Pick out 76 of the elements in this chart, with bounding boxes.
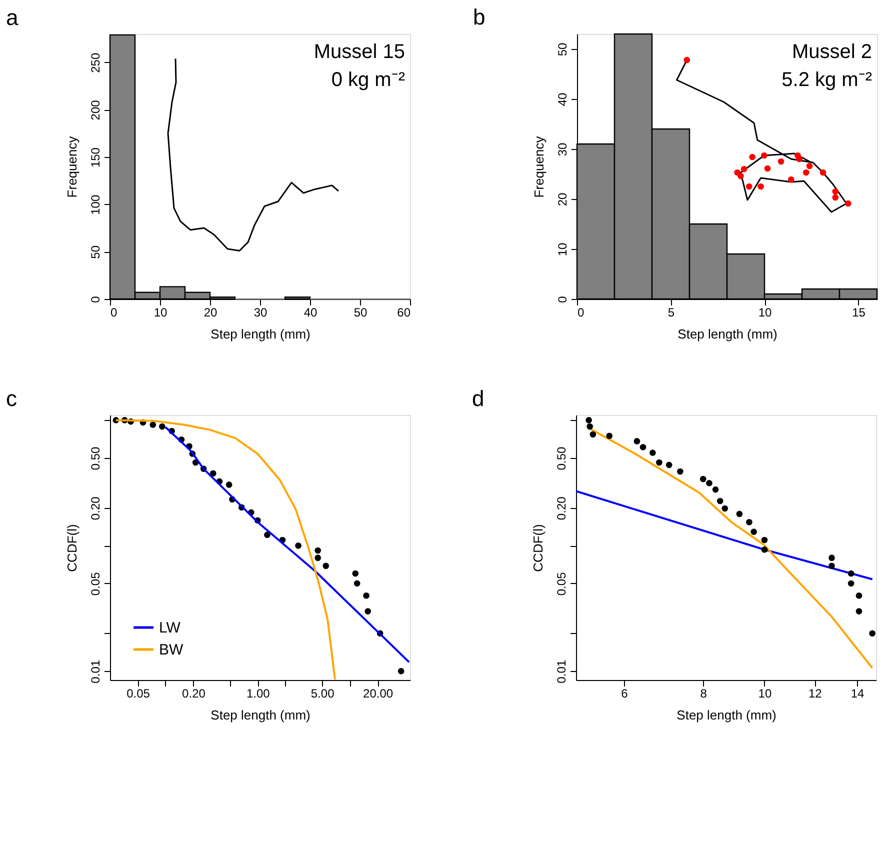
- y-tick-label: 150: [88, 147, 102, 168]
- annotation: 0 kg m⁻²: [331, 69, 406, 91]
- y-tick-label: 0.01: [554, 660, 568, 684]
- y-tick-label: 20: [556, 192, 570, 206]
- point: [740, 166, 748, 172]
- annotation: Mussel 15: [314, 41, 405, 63]
- x-tick-label: 5.00: [310, 686, 335, 700]
- x-tick-label: 0.20: [182, 686, 206, 700]
- y-tick-label: 200: [88, 100, 102, 120]
- legend-label: LW: [159, 620, 182, 636]
- x-tick-label: 14: [850, 686, 865, 700]
- x-axis-title: Step length (mm): [678, 326, 778, 342]
- y-tick-label: 100: [88, 194, 102, 215]
- y-tick-label: 10: [556, 242, 570, 256]
- y-tick-label: 0: [556, 296, 570, 303]
- x-axis-title: Step length (mm): [210, 708, 310, 722]
- point: [746, 183, 752, 190]
- point: [764, 165, 771, 172]
- y-tick-label: 0.50: [554, 446, 568, 470]
- x-tick-label: 10: [758, 306, 772, 320]
- x-tick-label: 20.00: [363, 686, 394, 700]
- x-axis-title: Step length (mm): [210, 326, 310, 342]
- y-axis-title: Frequency: [532, 136, 546, 198]
- y-tick-label: 30: [556, 142, 570, 156]
- y-tick-label: 40: [556, 92, 570, 106]
- y-tick-label: 0.20: [88, 496, 102, 520]
- point: [832, 188, 839, 195]
- y-tick-label: 0.05: [554, 572, 568, 596]
- x-tick-label: 10: [758, 686, 772, 700]
- y-axis-title: CCDF(l): [530, 524, 546, 572]
- legend-label: BW: [159, 642, 184, 658]
- y-axis-title: Frequency: [64, 136, 80, 198]
- y-tick-label: 0.20: [554, 496, 568, 520]
- x-tick-label: 0.05: [126, 686, 150, 700]
- point: [758, 183, 764, 190]
- x-tick-label: 6: [621, 686, 628, 700]
- y-axis-title: CCDF(l): [64, 524, 80, 572]
- y-tick-label: 0.50: [88, 446, 102, 470]
- chart-title: c: [6, 386, 17, 411]
- x-tick-label: 0: [110, 306, 118, 320]
- x-tick-label: 20: [204, 306, 218, 320]
- y-tick-label: 0.05: [88, 572, 102, 596]
- chart-title: b: [473, 4, 486, 30]
- y-tick-label: 0.01: [88, 660, 102, 684]
- annotation: 5.2 kg m⁻²: [782, 69, 872, 91]
- chart-title: d: [472, 386, 484, 411]
- point: [820, 169, 826, 176]
- y-tick-label: 50: [556, 42, 570, 56]
- x-tick-label: 5: [668, 306, 675, 320]
- point: [738, 172, 744, 180]
- x-tick-label: 40: [304, 306, 318, 320]
- point: [844, 200, 852, 207]
- point: [778, 158, 784, 165]
- x-tick-label: 10: [154, 306, 168, 320]
- point: [684, 56, 690, 64]
- y-tick-label: 250: [88, 52, 102, 73]
- chart-title: a: [6, 5, 19, 30]
- point: [788, 176, 794, 183]
- x-tick-label: 60: [397, 306, 411, 320]
- y-tick-label: 50: [88, 245, 102, 259]
- point: [760, 152, 768, 159]
- point: [802, 169, 810, 176]
- x-tick-label: 1.00: [246, 686, 270, 700]
- x-tick-label: 15: [852, 306, 866, 320]
- y-tick-label: 0: [88, 296, 102, 303]
- x-tick-label: 30: [254, 306, 268, 320]
- x-tick-label: 50: [354, 306, 368, 320]
- annotation: Mussel 2: [792, 41, 872, 63]
- point: [749, 154, 756, 160]
- point: [832, 194, 839, 201]
- point: [806, 162, 813, 170]
- x-tick-label: 12: [808, 686, 822, 700]
- point: [796, 156, 803, 162]
- x-axis-title: Step length (mm): [676, 708, 776, 722]
- x-tick-label: 0: [578, 306, 584, 320]
- x-tick-label: 8: [700, 686, 708, 700]
